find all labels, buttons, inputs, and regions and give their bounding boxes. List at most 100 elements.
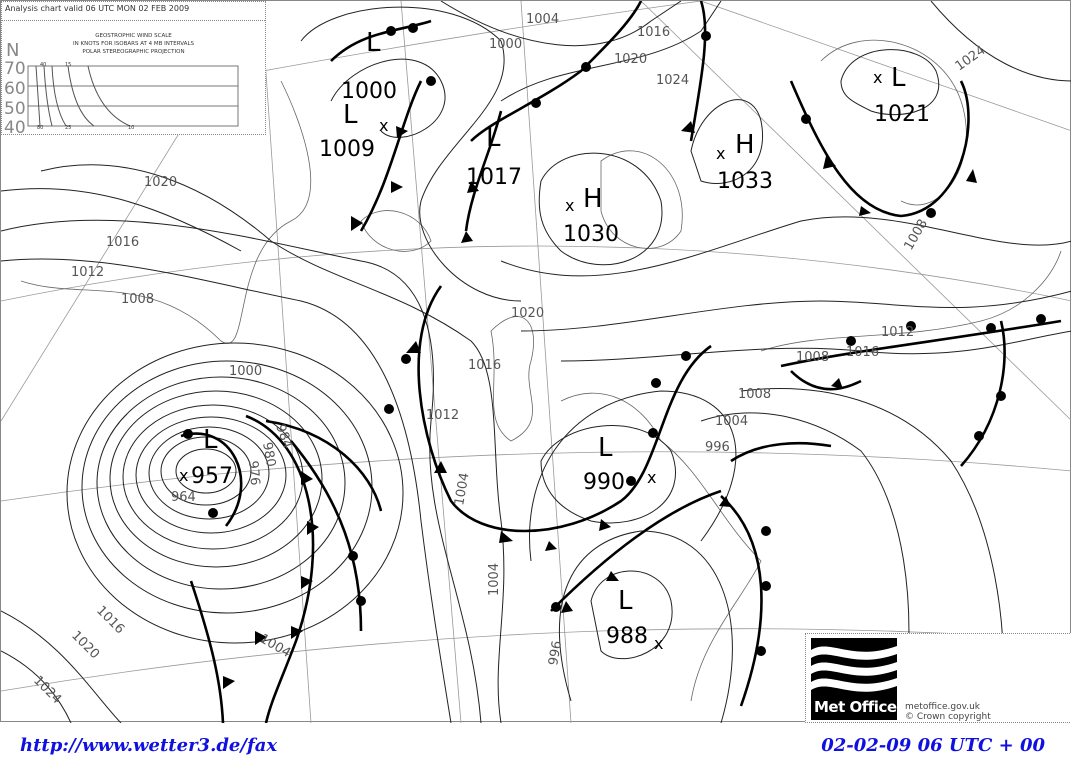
low-957: Lx 957 bbox=[179, 425, 233, 489]
isobar-label: 1016 bbox=[93, 603, 127, 637]
low-1021: x L 1021 bbox=[873, 63, 930, 127]
svg-text:990: 990 bbox=[583, 470, 625, 495]
svg-text:957: 957 bbox=[191, 464, 233, 489]
front-north-1 bbox=[330, 19, 432, 62]
front-med bbox=[780, 319, 1062, 368]
svg-text:x: x bbox=[647, 468, 656, 487]
svg-text:1030: 1030 bbox=[563, 222, 619, 247]
isobar-label: 1004 bbox=[526, 12, 559, 27]
svg-text:1033: 1033 bbox=[717, 169, 773, 194]
isobar-label: 1024 bbox=[656, 73, 689, 88]
chart-map: 1000 1004 1016 1020 1024 1020 1016 1012 … bbox=[0, 0, 1071, 724]
isobar-label: 1004 bbox=[487, 563, 502, 596]
svg-text:x: x bbox=[565, 196, 574, 215]
waves-icon bbox=[811, 646, 897, 692]
isobar-label: 1012 bbox=[426, 408, 459, 423]
svg-text:1017: 1017 bbox=[466, 165, 522, 190]
svg-text:25: 25 bbox=[65, 125, 71, 131]
met-office-logo: Met Office bbox=[811, 638, 897, 720]
low-1000: L 1000 bbox=[341, 28, 397, 104]
met-office-site[interactable]: metoffice.gov.uk bbox=[905, 702, 981, 712]
svg-text:10: 10 bbox=[128, 125, 134, 131]
footer-url-link[interactable]: http://www.wetter3.de/fax bbox=[20, 735, 278, 756]
isobar-label: 1012 bbox=[881, 325, 914, 340]
lat-axis-label: N bbox=[6, 40, 20, 61]
isobar-label: 1016 bbox=[846, 345, 879, 360]
svg-text:x: x bbox=[873, 68, 882, 87]
svg-text:L: L bbox=[366, 28, 381, 58]
svg-text:15: 15 bbox=[65, 62, 71, 68]
isobar-label: 1016 bbox=[637, 25, 670, 40]
svg-text:1021: 1021 bbox=[874, 102, 930, 127]
isobar-label: 1004 bbox=[452, 471, 473, 506]
isobar-label: 1012 bbox=[71, 265, 104, 280]
isobar-label: 1008 bbox=[796, 350, 829, 365]
isobar-label: 1000 bbox=[489, 37, 522, 52]
front-cold-west bbox=[245, 414, 315, 724]
high-1030: x H 1030 bbox=[563, 184, 619, 247]
wind-scale-title: GEOSTROPHIC WIND SCALE bbox=[95, 33, 172, 39]
low-990: L 990 x bbox=[583, 433, 656, 495]
wind-scale-legend: Analysis chart valid 06 UTC MON 02 FEB 2… bbox=[1, 1, 266, 135]
svg-text:x: x bbox=[179, 466, 188, 485]
front-north-3 bbox=[470, 0, 643, 142]
svg-text:L: L bbox=[598, 433, 613, 463]
front-ne bbox=[689, 0, 707, 142]
wind-scale-subtitle: IN KNOTS FOR ISOBARS AT 4 MB INTERVALS bbox=[72, 41, 194, 47]
front-south-east bbox=[720, 495, 763, 707]
svg-text:70: 70 bbox=[4, 59, 26, 79]
svg-text:H: H bbox=[583, 184, 603, 214]
isobar-label: 1016 bbox=[106, 235, 139, 250]
fronts bbox=[180, 0, 1062, 724]
svg-text:x: x bbox=[716, 144, 725, 163]
front-atlantic bbox=[417, 285, 712, 533]
front-warm-west bbox=[265, 419, 383, 512]
chart-title: Analysis chart valid 06 UTC MON 02 FEB 2… bbox=[5, 4, 190, 13]
synoptic-chart: 1000 1004 1016 1020 1024 1020 1016 1012 … bbox=[0, 0, 1071, 724]
isobar-label: 976 bbox=[245, 460, 262, 486]
front-east bbox=[789, 80, 970, 218]
isobar-label: 996 bbox=[705, 440, 730, 455]
isobar-label: 1016 bbox=[468, 358, 501, 373]
front-med2 bbox=[790, 370, 862, 391]
copyright: © Crown copyright bbox=[905, 712, 991, 722]
svg-text:1000: 1000 bbox=[341, 79, 397, 104]
isobar-label: 1000 bbox=[229, 364, 262, 379]
wind-scale-graph: 70 60 50 40 40 15 80 25 10 bbox=[4, 59, 239, 134]
svg-text:40: 40 bbox=[4, 118, 26, 134]
front-symbols bbox=[183, 23, 1046, 689]
svg-text:L: L bbox=[618, 586, 633, 616]
svg-text:50: 50 bbox=[4, 99, 26, 119]
low-988: L 988 x bbox=[606, 586, 663, 653]
met-office-credit: Met Office metoffice.gov.uk © Crown copy… bbox=[805, 633, 1071, 723]
svg-text:H: H bbox=[735, 130, 755, 160]
wind-scale-projection: POLAR STEREOGRAPHIC PROJECTION bbox=[82, 49, 185, 55]
svg-text:40: 40 bbox=[40, 62, 46, 68]
low-957-isobars bbox=[66, 342, 404, 644]
front-north-4 bbox=[464, 110, 503, 232]
svg-text:1009: 1009 bbox=[319, 137, 375, 162]
low-1017: L 1017 bbox=[466, 123, 522, 190]
isobar-label: 1024 bbox=[953, 43, 989, 74]
front-west-occluded bbox=[180, 432, 243, 527]
isobar-label: 1004 bbox=[715, 414, 748, 429]
svg-text:L: L bbox=[486, 123, 501, 153]
high-1033: x H 1033 bbox=[716, 130, 773, 194]
footer-valid-time: 02-02-09 06 UTC + 00 bbox=[821, 735, 1045, 756]
svg-text:L: L bbox=[343, 100, 358, 130]
svg-text:988: 988 bbox=[606, 624, 648, 649]
front-north-2 bbox=[359, 80, 423, 232]
front-south bbox=[550, 489, 722, 612]
isobar-label: 1020 bbox=[144, 175, 177, 190]
isobar-label: 1020 bbox=[511, 306, 544, 321]
svg-text:L: L bbox=[203, 425, 218, 455]
front-med-warm bbox=[730, 441, 832, 463]
isobar-label: 980 bbox=[259, 441, 278, 468]
svg-text:x: x bbox=[654, 634, 663, 653]
svg-text:x: x bbox=[379, 116, 388, 135]
isobar-label: 996 bbox=[546, 640, 565, 667]
svg-text:60: 60 bbox=[4, 79, 26, 99]
isobar-label: 1008 bbox=[738, 387, 771, 402]
front-cold-low bbox=[189, 580, 225, 724]
